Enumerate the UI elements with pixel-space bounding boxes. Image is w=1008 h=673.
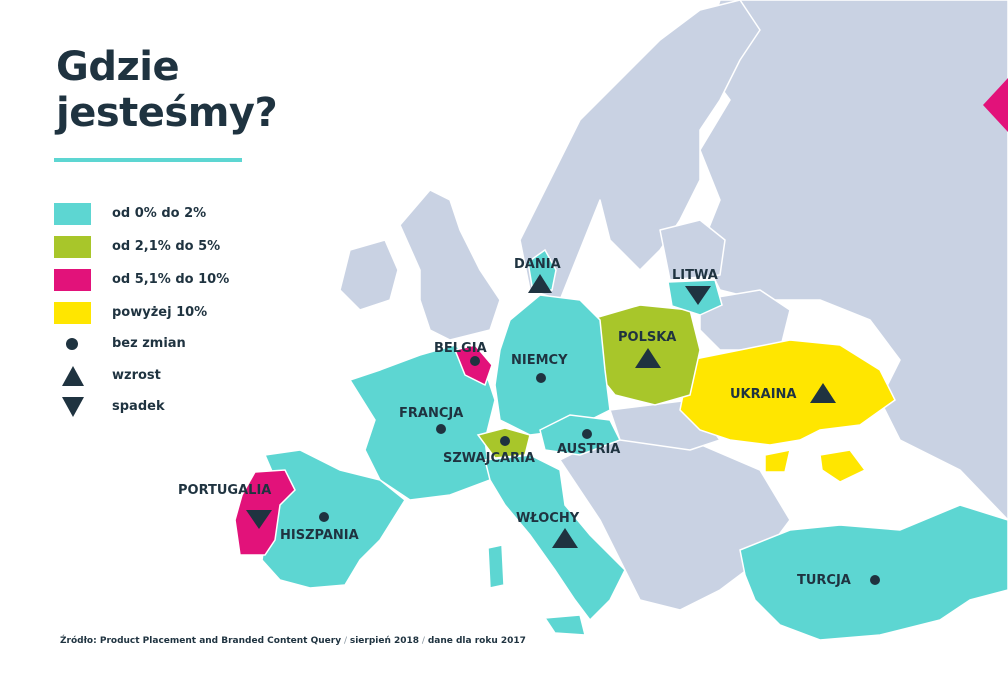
baltics-land bbox=[659, 219, 726, 281]
dot-icon bbox=[66, 338, 78, 350]
triangle-down-icon bbox=[62, 397, 84, 417]
litwa-trend-down-icon bbox=[685, 286, 711, 305]
uk-land bbox=[399, 189, 501, 341]
legend-item-2-5: od 2,1% do 5% bbox=[54, 236, 314, 258]
belgia-no-change-icon bbox=[470, 356, 480, 366]
legend-item-no-change: bez zmian bbox=[54, 333, 314, 355]
russia-land bbox=[699, 0, 1008, 521]
label-polska: POLSKA bbox=[618, 330, 676, 345]
wlochy-trend-up-icon bbox=[552, 528, 578, 548]
trend-markers bbox=[246, 274, 880, 585]
legend-label-decrease: spadek bbox=[112, 399, 165, 414]
portugalia-trend-down-icon bbox=[246, 510, 272, 529]
legend-item-over-10: powyżej 10% bbox=[54, 302, 314, 324]
legend-item-increase: wzrost bbox=[54, 365, 314, 387]
austria-no-change-icon bbox=[582, 429, 592, 439]
ireland-land bbox=[339, 239, 399, 311]
legend-swatch-2-5 bbox=[54, 236, 91, 258]
footer-separator-1: / bbox=[341, 636, 350, 646]
footer-note: dane dla roku 2017 bbox=[427, 636, 526, 646]
legend-swatch-5-10 bbox=[54, 269, 91, 291]
corner-arrow-decoration bbox=[983, 78, 1008, 132]
triangle-up-icon bbox=[62, 366, 84, 386]
footer-date: sierpień 2018 bbox=[349, 636, 420, 646]
label-niemcy: NIEMCY bbox=[511, 353, 568, 368]
title-line-2: jesteśmy? bbox=[56, 90, 278, 136]
sardinia-region bbox=[487, 544, 505, 589]
ukraine-region bbox=[679, 339, 896, 446]
title-line-1: Gdzie bbox=[56, 44, 180, 90]
crimea-region bbox=[819, 449, 867, 483]
francja-no-change-icon bbox=[436, 424, 446, 434]
footer-separator-2: / bbox=[419, 636, 428, 646]
label-francja: FRANCJA bbox=[399, 406, 463, 421]
label-ukraina: UKRAINA bbox=[730, 387, 796, 402]
label-turcja: TURCJA bbox=[797, 573, 851, 588]
sicily-region bbox=[543, 614, 586, 636]
dania-trend-up-icon bbox=[528, 274, 552, 293]
label-dania: DANIA bbox=[514, 257, 561, 272]
label-litwa: LITWA bbox=[672, 268, 718, 283]
label-austria: AUSTRIA bbox=[557, 442, 620, 457]
turkey-region bbox=[739, 504, 1008, 641]
legend-label-no-change: bez zmian bbox=[112, 336, 186, 351]
legend-item-decrease: spadek bbox=[54, 396, 314, 418]
title-underline bbox=[54, 158, 242, 162]
austria-region bbox=[539, 414, 622, 456]
footer-source: Źródło: Product Placement and Branded Co… bbox=[60, 636, 342, 646]
legend-label-2-5: od 2,1% do 5% bbox=[112, 239, 221, 254]
legend-label-over-10: powyżej 10% bbox=[112, 305, 208, 320]
label-wlochy: WŁOCHY bbox=[516, 511, 580, 526]
label-portugalia: PORTUGALIA bbox=[178, 483, 271, 498]
legend-item-5-10: od 5,1% do 10% bbox=[54, 269, 314, 291]
legend-item-0-2: od 0% do 2% bbox=[54, 203, 314, 225]
legend-swatch-0-2 bbox=[54, 203, 91, 225]
niemcy-no-change-icon bbox=[536, 373, 546, 383]
hiszpania-no-change-icon bbox=[319, 512, 329, 522]
source-footer: Źródło: Product Placement and Branded Co… bbox=[60, 636, 526, 646]
page-title: Gdzie jesteśmy? bbox=[56, 44, 278, 136]
legend-label-0-2: od 0% do 2% bbox=[112, 206, 207, 221]
italy-region bbox=[484, 454, 626, 622]
ukraina-trend-up-icon bbox=[810, 383, 836, 403]
polska-trend-up-icon bbox=[635, 348, 661, 368]
label-belgia: BELGIA bbox=[434, 341, 487, 356]
label-hiszpania: HISZPANIA bbox=[280, 528, 359, 543]
legend-label-5-10: od 5,1% do 10% bbox=[112, 272, 230, 287]
scandinavia-land bbox=[519, 0, 761, 301]
label-szwajcaria: SZWAJCARIA bbox=[443, 451, 535, 466]
szwajcaria-no-change-icon bbox=[500, 436, 510, 446]
turcja-no-change-icon bbox=[870, 575, 880, 585]
country-labels: DANIA LITWA POLSKA BELGIA NIEMCY UKRAINA… bbox=[178, 257, 851, 588]
legend-swatch-over-10 bbox=[54, 302, 91, 324]
legend-label-increase: wzrost bbox=[112, 368, 161, 383]
ukraine-south-region bbox=[764, 449, 791, 473]
